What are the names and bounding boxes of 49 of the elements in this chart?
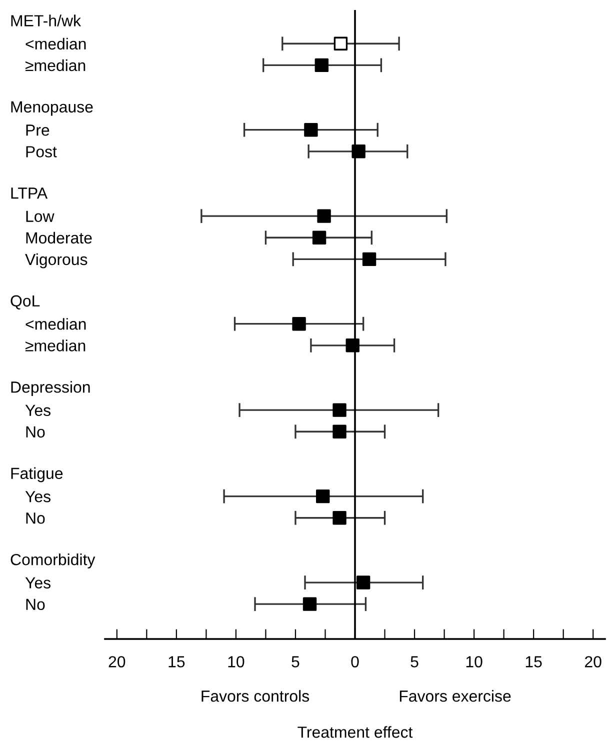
point (302, 597, 317, 611)
y-tick-label: ≥median (26, 340, 86, 352)
y-tick-label: Vigorous (25, 253, 88, 268)
point (332, 511, 346, 525)
point (314, 58, 329, 72)
y-tick-label: No (26, 598, 45, 610)
point (304, 123, 318, 137)
text: Favors controls (202, 690, 310, 702)
y-tick-label: Yes (25, 491, 50, 502)
point (346, 338, 360, 352)
x-tick-label: 5 (410, 656, 418, 668)
y-tick-label: Post (26, 146, 57, 158)
point (317, 209, 331, 223)
point (352, 144, 366, 158)
y-tick-label: No (26, 426, 45, 438)
text: Favors exercise (400, 690, 511, 702)
y-tick-label: Low (26, 210, 54, 222)
x-tick-label: 5 (292, 656, 300, 668)
y-tick-label: <median (26, 318, 86, 330)
point (356, 576, 370, 590)
point (292, 317, 306, 331)
x-tick-label: 0 (351, 656, 359, 668)
point (312, 230, 326, 244)
x-tick-label: 20 (108, 656, 126, 668)
y-tick-label: Moderate (26, 232, 92, 244)
text: LTPA (11, 188, 48, 199)
point (362, 252, 376, 266)
text: QoL (10, 295, 40, 310)
x-tick-label: 15 (526, 656, 542, 668)
y-tick-label: No (26, 512, 45, 524)
y-tick-label: Pre (26, 124, 50, 136)
x-tick-label: 10 (228, 656, 244, 668)
y-tick-label: ≥median (26, 59, 86, 72)
y-tick-label: <median (26, 38, 86, 50)
text: Menopause (11, 101, 93, 116)
point (334, 36, 348, 50)
y-tick-label: Yes (25, 404, 50, 416)
point (316, 489, 330, 504)
x-axis-title: Treatment effect (298, 726, 413, 738)
x-tick-label: 10 (466, 656, 482, 668)
y-tick-label: Yes (25, 577, 50, 588)
point (332, 424, 346, 438)
x-tick-label: 20 (585, 656, 602, 668)
text: Fatigue (11, 467, 63, 482)
point (332, 403, 346, 417)
x-tick-label: 15 (168, 656, 185, 668)
text: Depression (11, 381, 90, 396)
text: Comorbidity (10, 554, 96, 568)
text: MET-h/wk (11, 14, 82, 26)
